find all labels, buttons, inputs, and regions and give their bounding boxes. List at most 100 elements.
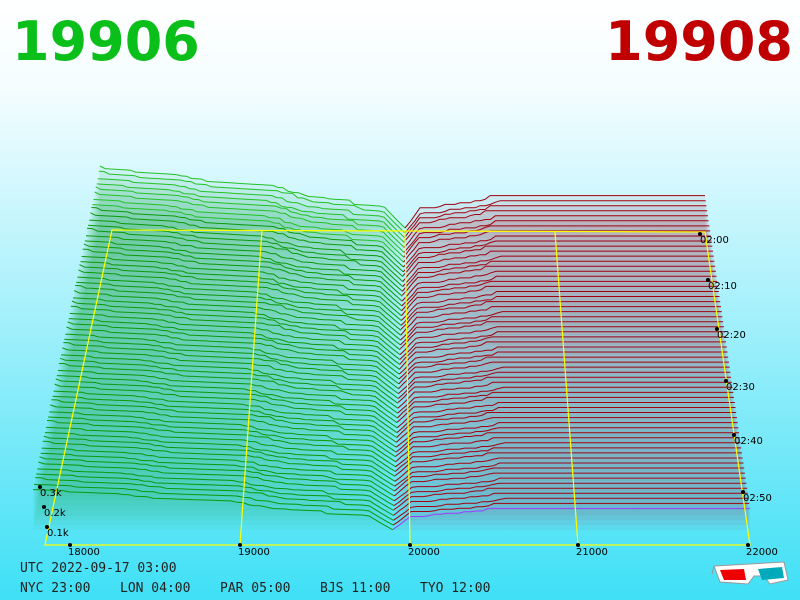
bid-slice	[98, 170, 406, 234]
bid-slice	[85, 235, 403, 292]
ask-slice-fill	[398, 377, 732, 404]
ask-slice	[398, 366, 730, 394]
tick-dot	[42, 505, 46, 509]
bid-slice	[82, 248, 403, 307]
bid-slice	[41, 447, 395, 492]
zone-time: TYO 12:00	[420, 581, 490, 596]
bid-slice	[35, 477, 394, 521]
bid-slice-fill	[100, 166, 405, 228]
bid-slice	[53, 390, 397, 438]
ask-slice-fill	[394, 478, 746, 501]
utc-time: UTC 2022-09-17 03:00	[20, 561, 177, 576]
time-label: 02:20	[717, 330, 746, 341]
ask-slice	[393, 482, 747, 507]
time-label: 02:10	[708, 281, 737, 292]
ask-slice	[402, 255, 714, 287]
time-label: 02:30	[726, 382, 755, 393]
ask-slice-fill	[400, 321, 724, 350]
ask-slice	[393, 492, 748, 516]
ask-slice-fill	[400, 306, 721, 336]
bid-slice	[89, 219, 404, 278]
bid-slice-fill	[72, 297, 401, 350]
ask-slice	[395, 422, 738, 448]
bid-slice	[52, 395, 397, 443]
bid-slice	[37, 468, 395, 511]
bid-price: 19906	[12, 10, 200, 73]
bid-slice-fill	[79, 264, 402, 321]
bid-slice	[73, 290, 401, 346]
bid-slice-fill	[98, 171, 405, 233]
time-label: 02:40	[734, 436, 763, 447]
zone-time: NYC 23:00	[20, 581, 90, 596]
bid-slice	[69, 312, 400, 365]
grid-line	[554, 231, 579, 546]
ask-slice-fill	[399, 326, 724, 355]
tick-dot	[38, 485, 42, 489]
bid-slice	[67, 321, 400, 375]
bid-slice	[81, 255, 403, 312]
bid-slice	[58, 362, 398, 414]
bid-slice	[94, 191, 405, 253]
price-label: 19000	[238, 547, 270, 558]
ask-slice	[400, 291, 719, 321]
zone-time: PAR 05:00	[220, 581, 290, 596]
ask-slice	[397, 371, 731, 399]
bid-slice	[36, 473, 394, 516]
bid-slice	[72, 297, 401, 351]
depth-label: 0.2k	[44, 508, 66, 519]
grid-line	[239, 229, 263, 546]
bid-slice-fill	[76, 282, 401, 336]
bid-slice-fill	[84, 240, 403, 297]
time-label: 02:00	[700, 235, 729, 246]
ask-slice-fill	[404, 200, 706, 233]
bid-slice	[32, 489, 394, 531]
bid-slice	[54, 383, 398, 434]
bid-slice	[34, 483, 394, 526]
ask-slice-fill	[393, 508, 750, 530]
ask-slice-fill	[405, 195, 705, 228]
bid-slice-fill	[65, 334, 399, 384]
bid-slice	[77, 276, 402, 331]
ask-slice	[394, 452, 742, 477]
price-label: 18000	[68, 547, 100, 558]
bid-slice	[50, 404, 397, 453]
bid-slice-fill	[80, 261, 402, 316]
bid-slice	[59, 357, 399, 409]
ask-slice	[398, 356, 729, 385]
ask-slice	[396, 396, 734, 423]
depth-surface	[32, 165, 750, 531]
ask-slice	[394, 447, 742, 472]
bid-slice	[64, 338, 399, 390]
bid-slice	[39, 456, 395, 502]
ask-slice	[396, 412, 737, 438]
ask-slice	[395, 437, 740, 463]
time-label: 02:50	[743, 493, 772, 504]
tick-dot	[576, 543, 580, 547]
bid-slice	[79, 264, 402, 321]
grid-line	[404, 230, 411, 546]
bid-slice-fill	[56, 375, 398, 423]
ask-slice	[394, 457, 743, 482]
ask-slice	[393, 477, 746, 502]
ask-slice-fill	[393, 493, 748, 516]
bid-slice	[99, 165, 406, 229]
ask-slice	[395, 442, 741, 468]
ask-slice-fill	[396, 427, 739, 453]
price-label: 21000	[576, 547, 608, 558]
tick-dot	[724, 379, 728, 383]
ask-slice	[396, 402, 735, 429]
bid-slice	[46, 420, 396, 468]
ask-slice	[401, 280, 718, 312]
ask-slice	[393, 487, 748, 511]
3d-glasses-icon	[711, 561, 789, 585]
bid-slice	[71, 300, 401, 355]
bid-slice	[62, 347, 399, 399]
bid-slice	[76, 281, 402, 336]
ask-slice	[392, 507, 750, 530]
ask-slice	[404, 210, 708, 242]
bid-slice	[43, 435, 396, 482]
ask-slice	[402, 260, 715, 292]
ask-slice-fill	[397, 402, 735, 428]
ask-slice	[395, 427, 739, 453]
bid-slice	[66, 326, 400, 380]
